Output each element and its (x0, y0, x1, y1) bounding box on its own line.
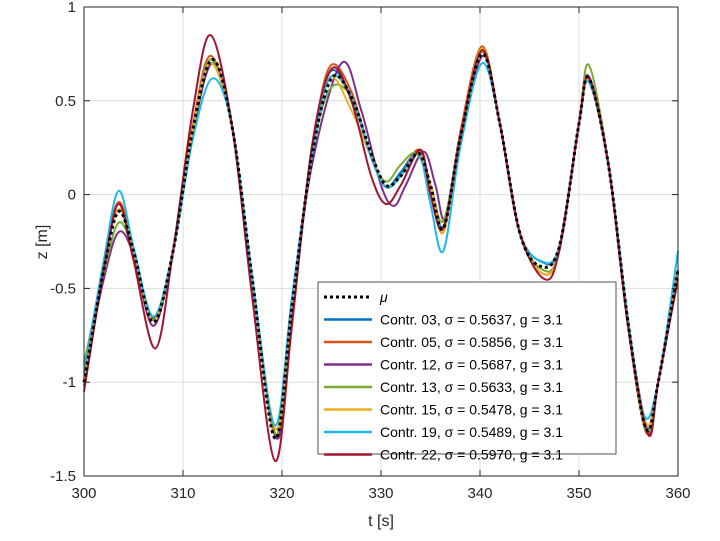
y-tick-label: -0.5 (50, 280, 76, 297)
x-tick-label: 320 (269, 485, 294, 502)
legend: μ Contr. 03, σ = 0.5637, g = 3.1 Contr. 05… (317, 281, 617, 463)
x-tick-label: 360 (665, 485, 690, 502)
series-layer (82, 34, 680, 463)
legend-label: Contr. 22, σ = 0.5970, g = 3.1 (380, 447, 563, 463)
legend-items: μ Contr. 03, σ = 0.5637, g = 3.1 Contr. 05… (324, 289, 563, 463)
y-tick-label: 1 (68, 0, 76, 16)
y-tick-label: 0 (68, 187, 76, 204)
x-tick-label: 300 (71, 485, 96, 502)
legend-box (317, 281, 617, 455)
legend-label: Contr. 05, σ = 0.5856, g = 3.1 (380, 334, 563, 350)
legend-label: Contr. 03, σ = 0.5637, g = 3.1 (380, 312, 563, 328)
y-tick-label: -1.5 (50, 468, 76, 485)
x-tick-label: 330 (368, 485, 393, 502)
legend-label: Contr. 19, σ = 0.5489, g = 3.1 (380, 424, 563, 440)
x-tick-label: 340 (467, 485, 492, 502)
ticks (83, 6, 679, 477)
legend-label: Contr. 13, σ = 0.5633, g = 3.1 (380, 379, 563, 395)
y-tick-label: 0.5 (55, 93, 76, 110)
legend-label: Contr. 12, σ = 0.5687, g = 3.1 (380, 357, 563, 373)
mean-line (82, 52, 680, 440)
legend-label: Contr. 15, σ = 0.5478, g = 3.1 (380, 402, 563, 418)
x-tick-label: 350 (566, 485, 591, 502)
tick-labels: 300 310 320 330 340 350 360 -1.5 -1 -0.5 0 0.5 1 (50, 0, 690, 502)
legend-label-mean: μ (379, 289, 388, 305)
y-tick-label: -1 (63, 374, 76, 391)
x-tick-label: 310 (170, 485, 195, 502)
series-line-6 (83, 34, 679, 463)
y-axis-label: z [m] (34, 225, 51, 260)
x-axis-label: t [s] (368, 513, 394, 530)
